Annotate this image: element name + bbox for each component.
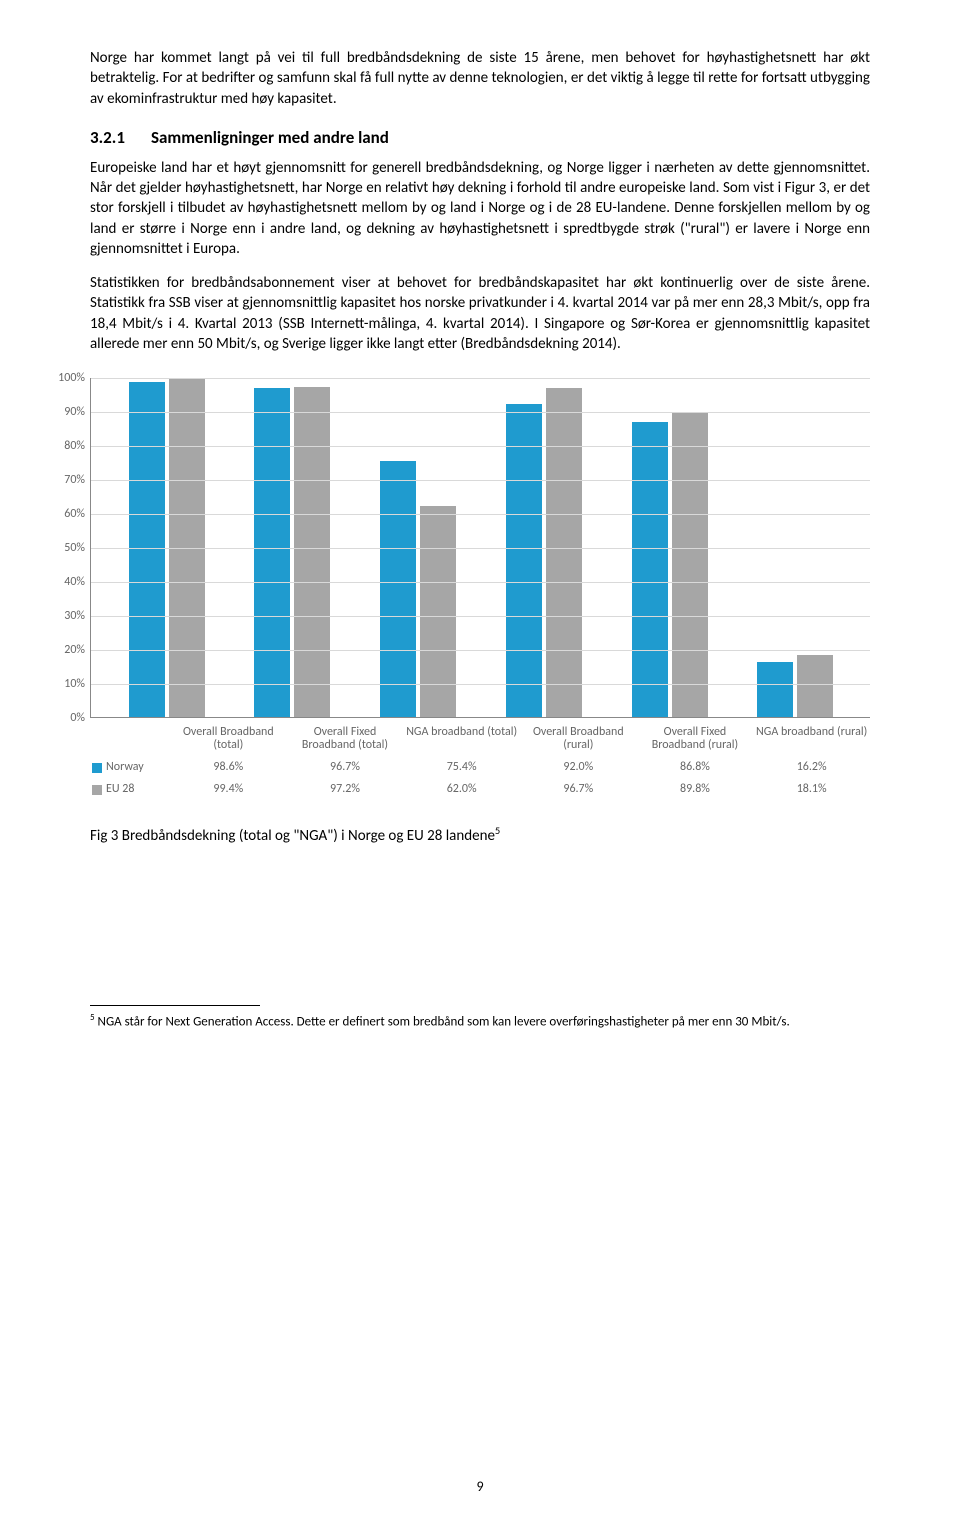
chart-value-eu: 96.7% <box>520 778 637 800</box>
chart-plot-area: 0%10%20%30%40%50%60%70%80%90%100% <box>90 378 870 718</box>
chart-gridline <box>91 548 870 549</box>
chart-category-label: Overall Fixed Broadband (rural) <box>637 722 754 756</box>
chart-data-table: Overall Broadband (total)Overall Fixed B… <box>90 722 870 800</box>
chart-value-eu: 99.4% <box>170 778 287 800</box>
chart-y-tick-label: 30% <box>45 609 85 623</box>
intro-paragraph: Norge har kommet langt på vei til full b… <box>90 48 870 109</box>
chart-value-norway: 16.2% <box>753 756 870 778</box>
chart-y-tick-label: 90% <box>45 405 85 419</box>
chart-bar-norway <box>129 382 165 717</box>
chart-bar-norway <box>632 422 668 717</box>
chart-value-norway: 92.0% <box>520 756 637 778</box>
chart-gridline <box>91 480 870 481</box>
chart-gridline <box>91 378 870 379</box>
chart-category-label: NGA broadband (rural) <box>753 722 870 756</box>
chart-value-norway: 98.6% <box>170 756 287 778</box>
legend-swatch-icon <box>92 763 102 773</box>
chart-value-eu: 97.2% <box>287 778 404 800</box>
chart-value-norway: 96.7% <box>287 756 404 778</box>
chart-value-eu: 89.8% <box>637 778 754 800</box>
chart-value-norway: 75.4% <box>403 756 520 778</box>
chart-category-label: Overall Broadband (total) <box>170 722 287 756</box>
chart-gridline <box>91 582 870 583</box>
chart-y-tick-label: 100% <box>45 371 85 385</box>
caption-footnote-ref: 5 <box>495 824 500 837</box>
chart-value-norway: 86.8% <box>637 756 754 778</box>
heading-number: 3.2.1 <box>90 127 125 148</box>
chart-y-tick-label: 40% <box>45 575 85 589</box>
chart-y-tick-label: 0% <box>45 711 85 725</box>
coverage-chart: 0%10%20%30%40%50%60%70%80%90%100% Overal… <box>90 378 870 800</box>
chart-gridline <box>91 412 870 413</box>
chart-gridline <box>91 446 870 447</box>
chart-bar-norway <box>506 404 542 717</box>
chart-gridline <box>91 616 870 617</box>
chart-bar-eu <box>672 412 708 717</box>
chart-bar-norway <box>757 662 793 717</box>
chart-bar-eu <box>797 655 833 717</box>
chart-bar-eu <box>546 388 582 717</box>
chart-bar-eu <box>294 387 330 717</box>
footnote: 5 NGA står for Next Generation Access. D… <box>90 1012 870 1031</box>
chart-category-label: Overall Broadband (rural) <box>520 722 637 756</box>
chart-y-tick-label: 10% <box>45 677 85 691</box>
chart-y-tick-label: 60% <box>45 507 85 521</box>
body-paragraph-1: Europeiske land har et høyt gjennomsnitt… <box>90 158 870 259</box>
chart-value-eu: 62.0% <box>403 778 520 800</box>
chart-category-label: Overall Fixed Broadband (total) <box>287 722 404 756</box>
caption-text: Fig 3 Bredbåndsdekning (total og "NGA") … <box>90 827 495 845</box>
chart-y-tick-label: 70% <box>45 473 85 487</box>
section-heading: 3.2.1 Sammenligninger med andre land <box>90 127 870 148</box>
legend-swatch-icon <box>92 785 102 795</box>
page-number: 9 <box>0 1478 960 1495</box>
chart-gridline <box>91 514 870 515</box>
chart-y-tick-label: 50% <box>45 541 85 555</box>
footnote-text: NGA står for Next Generation Access. Det… <box>95 1015 790 1030</box>
chart-bar-norway <box>254 388 290 717</box>
figure-caption: Fig 3 Bredbåndsdekning (total og "NGA") … <box>90 824 870 845</box>
chart-value-eu: 18.1% <box>753 778 870 800</box>
chart-y-tick-label: 20% <box>45 643 85 657</box>
body-paragraph-2: Statistikken for bredbåndsabonnement vis… <box>90 273 870 354</box>
chart-legend-norway: Norway <box>90 756 170 778</box>
chart-gridline <box>91 684 870 685</box>
heading-title: Sammenligninger med andre land <box>151 127 389 148</box>
footnote-separator <box>90 1005 260 1006</box>
chart-legend-eu: EU 28 <box>90 778 170 800</box>
chart-category-label: NGA broadband (total) <box>403 722 520 756</box>
chart-y-tick-label: 80% <box>45 439 85 453</box>
chart-bar-norway <box>380 461 416 717</box>
chart-gridline <box>91 650 870 651</box>
chart-bar-eu <box>420 506 456 717</box>
